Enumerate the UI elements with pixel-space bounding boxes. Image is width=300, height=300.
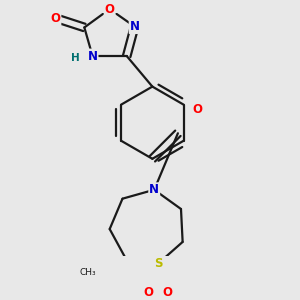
- Text: CH₃: CH₃: [80, 268, 96, 277]
- Text: O: O: [192, 103, 203, 116]
- Text: O: O: [50, 12, 60, 25]
- Text: O: O: [143, 286, 153, 299]
- Text: O: O: [105, 3, 115, 16]
- Text: O: O: [163, 286, 173, 299]
- Text: N: N: [149, 183, 159, 196]
- Text: N: N: [88, 50, 98, 62]
- Text: S: S: [154, 257, 162, 270]
- Text: H: H: [71, 53, 80, 63]
- Text: N: N: [130, 20, 140, 33]
